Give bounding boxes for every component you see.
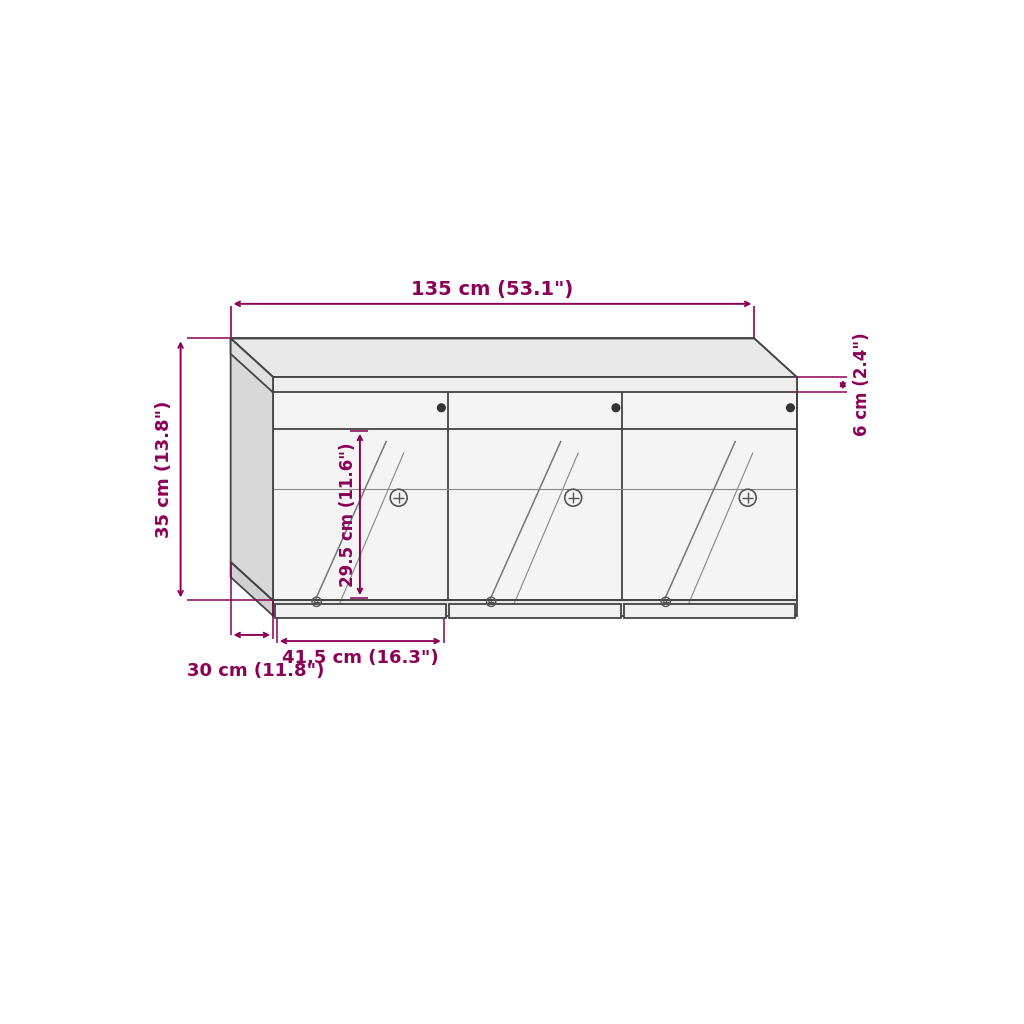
Polygon shape: [274, 604, 446, 618]
Circle shape: [786, 403, 795, 412]
Text: 6 cm (2.4"): 6 cm (2.4"): [853, 333, 871, 436]
Text: 135 cm (53.1"): 135 cm (53.1"): [412, 281, 573, 299]
Text: 35 cm (13.8"): 35 cm (13.8"): [155, 400, 173, 538]
Text: 30 cm (11.8"): 30 cm (11.8"): [187, 662, 325, 680]
Polygon shape: [450, 604, 621, 618]
Polygon shape: [230, 339, 273, 600]
Text: 29.5 cm (11.6"): 29.5 cm (11.6"): [339, 442, 357, 587]
Circle shape: [612, 403, 620, 412]
Polygon shape: [624, 604, 795, 618]
Polygon shape: [230, 339, 797, 377]
Text: 41,5 cm (16.3"): 41,5 cm (16.3"): [282, 649, 438, 667]
Polygon shape: [230, 562, 273, 615]
Polygon shape: [273, 377, 797, 392]
Circle shape: [437, 403, 445, 412]
Polygon shape: [230, 339, 273, 392]
Polygon shape: [273, 377, 797, 600]
Polygon shape: [273, 600, 797, 615]
